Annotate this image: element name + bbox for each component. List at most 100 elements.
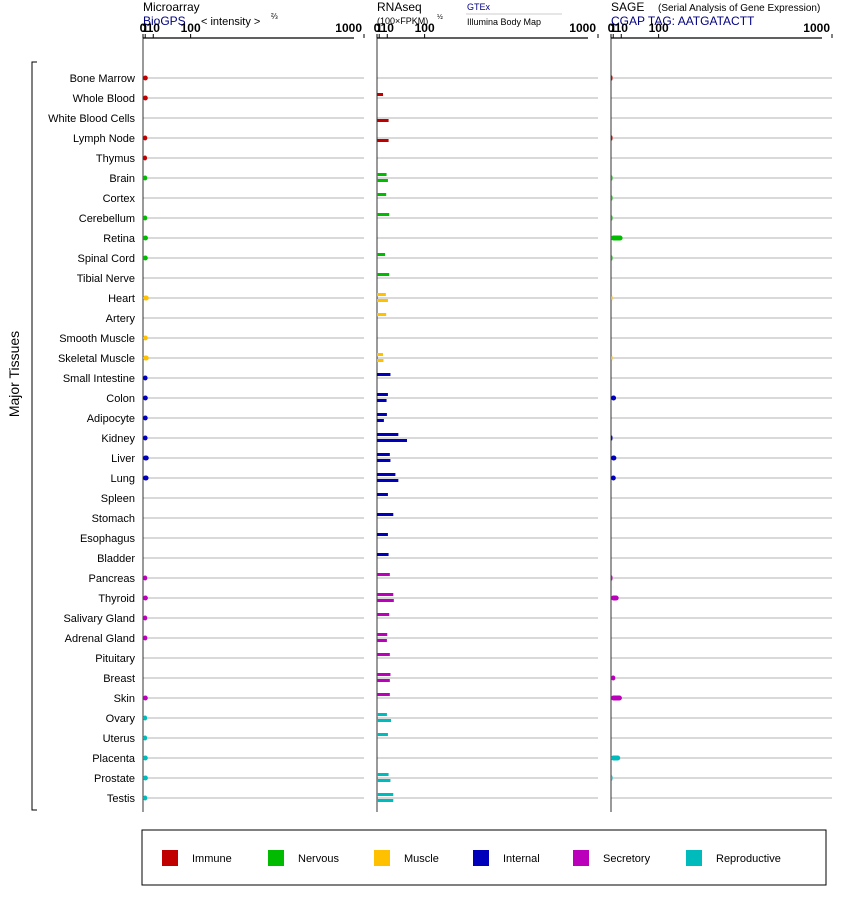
bar-sage — [611, 75, 613, 81]
x-tick-label: 10 — [381, 21, 395, 35]
bar-microarray — [143, 575, 148, 581]
bar-rnaseq-gtex — [377, 453, 390, 456]
rnaseq-source-gtex: GTEx — [467, 2, 491, 12]
sage-subtitle: (Serial Analysis of Gene Expression) — [658, 3, 820, 14]
bar-rnaseq-gtex — [377, 633, 388, 636]
tissue-label: Thymus — [96, 153, 136, 165]
bar-sage — [611, 575, 613, 581]
tissue-label: Cortex — [103, 193, 136, 205]
x-tick-label: 1 — [142, 21, 149, 35]
microarray-scale-label: < intensity > — [201, 16, 260, 28]
bar-microarray — [143, 355, 149, 361]
tissue-labels: Bone Marrow Whole Blood White Blood Cells L… — [48, 73, 136, 805]
bar-rnaseq-ibm — [377, 799, 394, 802]
bar-sage — [611, 675, 616, 681]
bar-rnaseq-ibm — [377, 119, 389, 122]
tissue-label: Esophagus — [80, 533, 136, 545]
tissue-label: Lung — [111, 473, 135, 485]
bar-microarray — [143, 75, 148, 81]
bar-rnaseq-gtex — [377, 473, 396, 476]
microarray-scale-power: ⅔ — [271, 12, 278, 21]
sage-header: SAGE (Serial Analysis of Gene Expression… — [611, 0, 820, 28]
bar-rnaseq-gtex — [377, 353, 384, 356]
bar-rnaseq-ibm — [377, 639, 387, 642]
legend-label-muscle: Muscle — [404, 853, 439, 865]
bar-microarray — [143, 135, 148, 141]
x-tick-label: 0 — [608, 21, 615, 35]
bar-microarray — [143, 95, 148, 101]
bar-rnaseq-gtex — [377, 793, 394, 796]
rnaseq-scale-label: (100×FPKM) — [377, 16, 428, 26]
bar-rnaseq-gtex — [377, 773, 389, 776]
bar-rnaseq-ibm — [377, 399, 387, 402]
tissue-label: Pituitary — [95, 653, 135, 665]
bar-sage — [611, 295, 613, 301]
bar-microarray — [143, 595, 148, 601]
bar-rnaseq-ibm — [377, 459, 391, 462]
bar-sage — [611, 135, 613, 141]
bar-rnaseq-gtex — [377, 573, 390, 576]
bar-microarray — [143, 715, 148, 721]
bar-rnaseq-gtex — [377, 673, 391, 676]
sage-title: SAGE — [611, 0, 644, 14]
bar-rnaseq-ibm — [377, 439, 407, 442]
bar-microarray — [143, 335, 148, 341]
bar-rnaseq-ibm — [377, 779, 391, 782]
bar-rnaseq-gtex — [377, 373, 391, 376]
legend-label-secretory: Secretory — [603, 853, 651, 865]
bar-rnaseq-gtex — [377, 173, 387, 176]
tissue-label: Whole Blood — [73, 93, 135, 105]
bar-rnaseq-gtex — [377, 433, 399, 436]
x-tick-label: 10 — [615, 21, 629, 35]
bar-rnaseq-ibm — [377, 599, 394, 602]
bar-sage — [611, 195, 613, 201]
bar-microarray — [143, 735, 148, 741]
bar-rnaseq-gtex — [377, 613, 390, 616]
bar-microarray — [143, 295, 149, 301]
tissue-label: Artery — [106, 313, 136, 325]
bar-microarray — [143, 775, 148, 781]
bar-rnaseq-gtex — [377, 193, 387, 196]
bar-microarray — [143, 635, 148, 641]
bar-rnaseq-gtex — [377, 213, 390, 216]
bar-sage — [611, 455, 617, 461]
tissue-label: White Blood Cells — [48, 113, 135, 125]
gridlines — [143, 77, 832, 799]
tissue-label: Breast — [103, 673, 135, 685]
bar-sage — [611, 775, 613, 781]
bar-microarray — [143, 755, 148, 761]
y-group-bracket — [31, 61, 37, 811]
bar-microarray — [143, 695, 148, 701]
x-tick-label: 1000 — [569, 21, 596, 35]
tissue-label: Adrenal Gland — [65, 633, 135, 645]
bar-sage — [611, 475, 616, 481]
x-tick-label: 0 — [374, 21, 381, 35]
bar-sage — [611, 255, 613, 261]
tissue-label: Ovary — [106, 713, 136, 725]
bar-rnaseq-gtex — [377, 393, 388, 396]
legend-swatch-reproductive — [686, 850, 702, 866]
bar-microarray — [143, 255, 148, 261]
bar-microarray — [143, 155, 148, 161]
bar-rnaseq-ibm — [377, 299, 388, 302]
x-tick-label: 1000 — [335, 21, 362, 35]
bar-rnaseq-gtex — [377, 253, 386, 256]
bar-rnaseq-gtex — [377, 713, 387, 716]
tissue-label: Skin — [114, 693, 135, 705]
x-tick-label: 100 — [415, 21, 435, 35]
bar-sage — [611, 235, 623, 241]
tissue-label: Prostate — [94, 773, 135, 785]
x-tick-label: 0 — [140, 21, 147, 35]
x-tick-label: 1 — [376, 21, 383, 35]
x-tick-label: 10 — [147, 21, 161, 35]
tissue-label: Uterus — [103, 733, 136, 745]
x-tick-label: 1 — [610, 21, 617, 35]
rnaseq-scale-power: ½ — [437, 13, 443, 21]
bar-sage — [611, 395, 617, 401]
tissue-label: Pancreas — [89, 573, 136, 585]
bar-rnaseq-gtex — [377, 733, 388, 736]
bar-rnaseq-gtex — [377, 533, 388, 536]
legend-swatch-muscle — [374, 850, 390, 866]
tissue-label: Bone Marrow — [70, 73, 135, 85]
bar-rnaseq-ibm — [377, 419, 384, 422]
